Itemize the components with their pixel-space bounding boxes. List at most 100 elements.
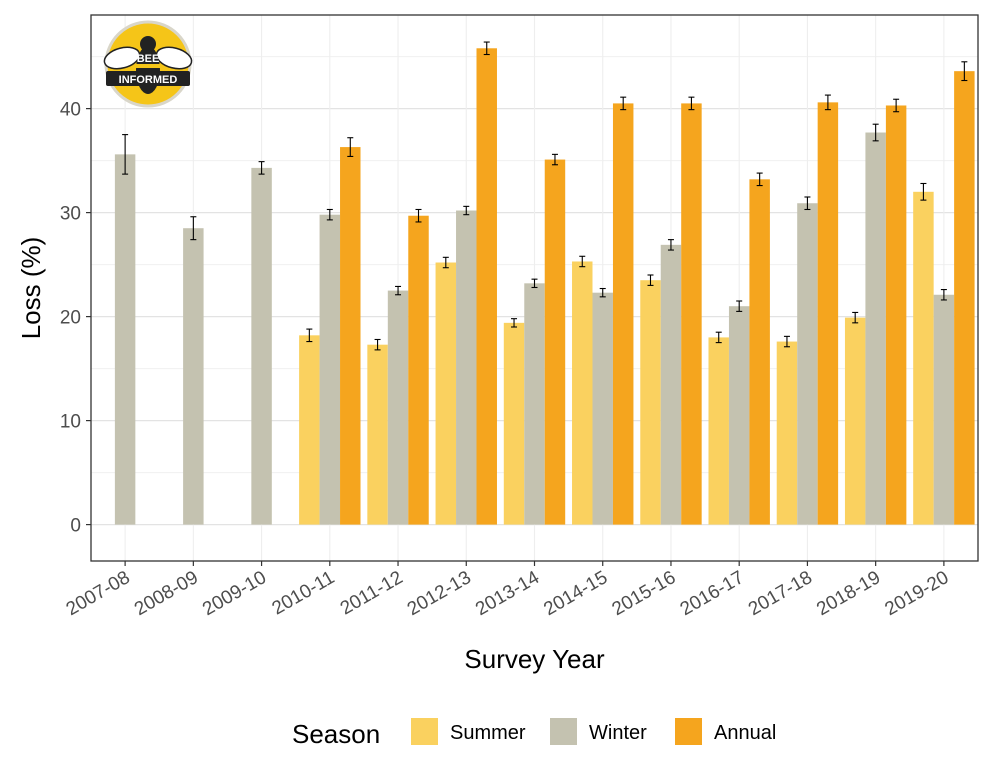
- x-tick-label: 2012-13: [404, 567, 475, 620]
- legend-swatch: [411, 718, 438, 745]
- bar-winter-2008-09: [183, 228, 204, 525]
- bar-annual-2015-16: [681, 103, 702, 525]
- error-bar-winter-2019-20: [940, 289, 947, 301]
- bar-summer-2018-19: [844, 317, 866, 525]
- x-tick-label: 2013-14: [472, 567, 543, 620]
- x-tick-label: 2019-20: [881, 567, 952, 620]
- x-axis-title: Survey Year: [464, 644, 605, 674]
- error-bar-annual-2019-20: [961, 61, 968, 82]
- x-tick-label: 2018-19: [813, 567, 884, 620]
- bar-annual-2014-15: [612, 103, 634, 525]
- error-bar-winter-2014-15: [599, 287, 606, 298]
- bar-summer-2015-16: [640, 280, 661, 525]
- y-axis-title: Loss (%): [16, 237, 46, 340]
- legend-swatch: [550, 718, 577, 745]
- error-bar-winter-2007-08: [122, 134, 129, 175]
- legend-item-summer: Summer: [411, 718, 526, 745]
- bar-annual-2013-14: [544, 159, 566, 525]
- bar-winter-2010-11: [319, 214, 341, 525]
- y-tick-label: 30: [60, 204, 81, 225]
- bar-winter-2018-19: [865, 132, 886, 525]
- error-bar-summer-2015-16: [647, 274, 654, 286]
- bar-annual-2012-13: [476, 48, 497, 525]
- y-axis: 0 10 20 30 40: [60, 100, 91, 537]
- bar-winter-2015-16: [660, 244, 682, 525]
- bar-summer-2016-17: [708, 337, 729, 525]
- bar-winter-2017-18: [797, 203, 818, 525]
- bar-annual-2016-17: [749, 179, 770, 525]
- x-tick-label: 2008-09: [131, 567, 202, 620]
- error-bar-winter-2011-12: [395, 285, 402, 296]
- bar-winter-2007-08: [114, 154, 136, 525]
- bar-summer-2014-15: [572, 261, 593, 525]
- error-bar-summer-2010-11: [306, 328, 313, 343]
- bar-winter-2012-13: [456, 210, 477, 525]
- bars: [114, 48, 975, 525]
- bar-summer-2012-13: [435, 262, 457, 525]
- error-bar-summer-2018-19: [852, 311, 859, 324]
- error-bar-annual-2018-19: [893, 98, 900, 113]
- error-bar-annual-2011-12: [415, 208, 422, 223]
- error-bar-winter-2018-19: [872, 123, 879, 142]
- error-bar-annual-2010-11: [347, 137, 354, 157]
- error-bar-winter-2009-10: [258, 161, 265, 175]
- bar-annual-2010-11: [340, 147, 361, 525]
- bar-summer-2011-12: [367, 344, 388, 525]
- error-bar-annual-2012-13: [483, 41, 490, 56]
- error-bar-annual-2015-16: [688, 96, 695, 111]
- logo-line1: BEE: [137, 53, 160, 65]
- x-tick-label: 2014-15: [540, 567, 611, 620]
- error-bar-winter-2013-14: [531, 278, 538, 289]
- legend: Season Summer Winter Annual: [292, 718, 776, 749]
- bar-summer-2017-18: [776, 341, 798, 525]
- error-bar-winter-2017-18: [804, 196, 811, 211]
- x-tick-label: 2009-10: [199, 567, 270, 620]
- error-bar-winter-2010-11: [326, 208, 333, 221]
- legend-label: Summer: [450, 722, 526, 744]
- error-bar-summer-2017-18: [783, 335, 790, 348]
- bar-annual-2017-18: [817, 102, 839, 525]
- x-tick-label: 2017-18: [745, 567, 816, 620]
- legend-label: Winter: [589, 722, 647, 744]
- legend-item-annual: Annual: [675, 718, 776, 745]
- x-tick-label: 2011-12: [337, 567, 407, 619]
- error-bar-winter-2016-17: [736, 300, 743, 312]
- error-bar-annual-2017-18: [824, 94, 831, 111]
- logo-line2: INFORMED: [119, 74, 178, 86]
- error-bar-summer-2013-14: [511, 318, 518, 328]
- error-bar-annual-2013-14: [551, 153, 558, 166]
- error-bar-summer-2019-20: [920, 182, 927, 201]
- bar-annual-2011-12: [408, 215, 429, 525]
- legend-label: Annual: [714, 722, 776, 744]
- error-bar-winter-2008-09: [190, 216, 197, 241]
- error-bar-annual-2016-17: [756, 172, 763, 187]
- bar-summer-2010-11: [299, 335, 320, 525]
- x-tick-label: 2015-16: [609, 567, 680, 620]
- error-bar-summer-2012-13: [442, 256, 449, 269]
- error-bar-summer-2016-17: [715, 331, 722, 344]
- bar-annual-2019-20: [954, 71, 975, 525]
- error-bar-summer-2011-12: [374, 338, 381, 351]
- error-bar-summer-2014-15: [579, 255, 586, 268]
- legend-swatch: [675, 718, 702, 745]
- bar-winter-2014-15: [592, 292, 613, 525]
- bar-winter-2019-20: [933, 294, 955, 525]
- x-tick-label: 2016-17: [677, 567, 748, 620]
- y-tick-label: 40: [60, 100, 81, 121]
- y-tick-label: 10: [60, 412, 81, 433]
- x-tick-label: 2010-11: [269, 567, 339, 619]
- y-tick-label: 0: [70, 516, 81, 537]
- x-axis: 2007-082008-092009-102010-112011-122012-…: [63, 561, 952, 620]
- error-bars: [122, 41, 968, 351]
- bar-summer-2013-14: [503, 322, 525, 525]
- legend-title: Season: [292, 719, 380, 749]
- bar-annual-2018-19: [885, 105, 907, 525]
- bar-winter-2016-17: [728, 306, 750, 525]
- legend-item-winter: Winter: [550, 718, 647, 745]
- bar-winter-2013-14: [524, 283, 545, 525]
- bar-winter-2011-12: [387, 290, 409, 525]
- bar-summer-2019-20: [913, 191, 934, 525]
- bee-informed-logo: BEE INFORMED: [103, 20, 193, 108]
- bar-winter-2009-10: [251, 167, 272, 525]
